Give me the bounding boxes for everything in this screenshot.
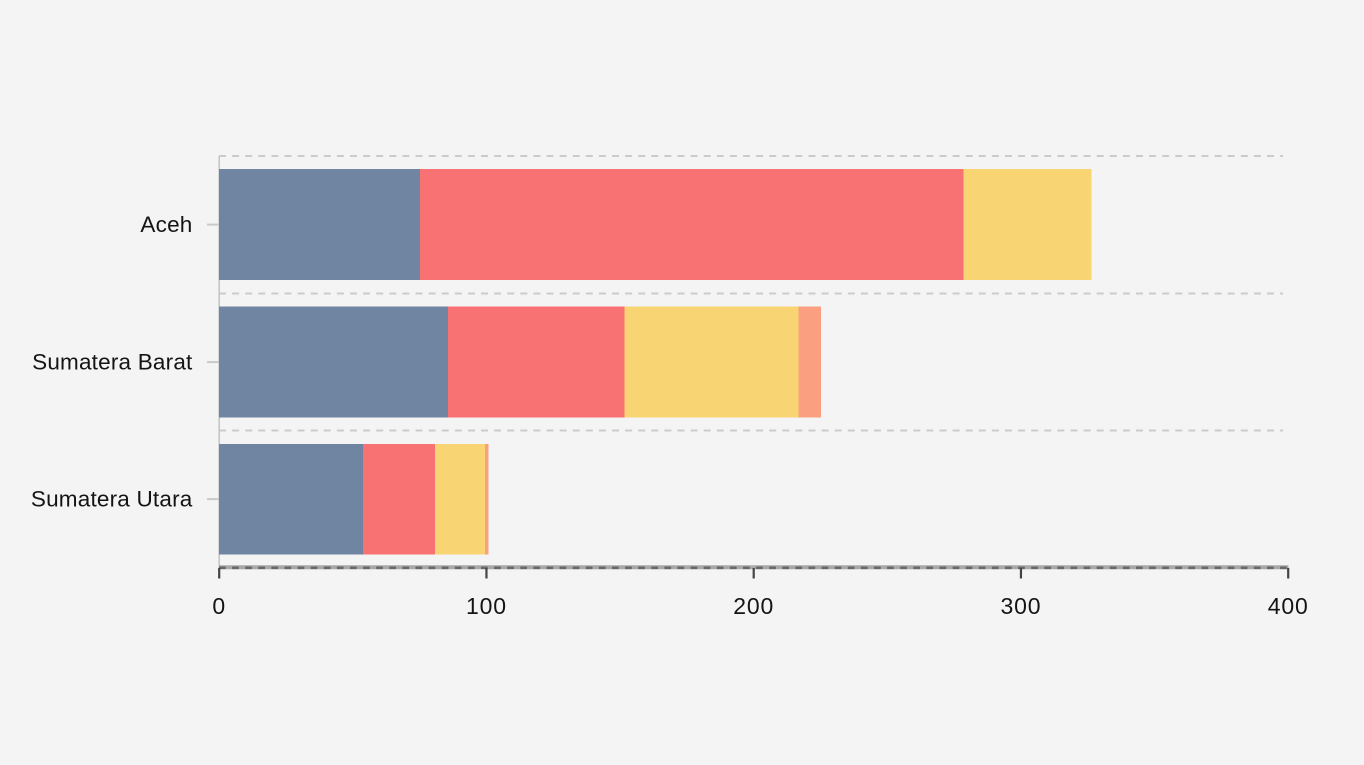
svg-text:200: 200 <box>733 593 774 619</box>
svg-text:Sumatera Barat: Sumatera Barat <box>32 350 193 375</box>
svg-text:Aceh: Aceh <box>140 212 192 237</box>
svg-text:300: 300 <box>1001 593 1042 619</box>
svg-text:400: 400 <box>1268 593 1309 619</box>
svg-text:Sumatera Utara: Sumatera Utara <box>31 487 193 512</box>
svg-text:0: 0 <box>212 593 226 619</box>
svg-text:100: 100 <box>466 593 507 619</box>
